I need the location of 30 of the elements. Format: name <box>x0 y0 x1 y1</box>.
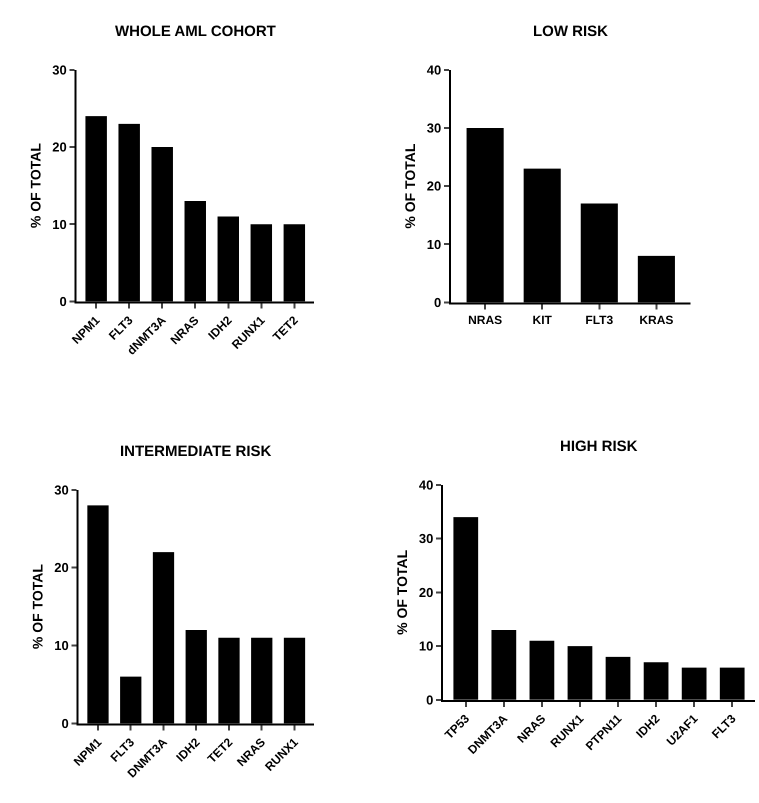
y-tick-label: 10 <box>418 638 434 654</box>
y-axis-title: % OF TOTAL <box>29 564 46 650</box>
chart-title: WHOLE AML COHORT <box>115 23 276 40</box>
y-tick-label: 10 <box>52 216 67 232</box>
y-tick-label: 20 <box>52 140 67 155</box>
y-tick-label: 0 <box>62 716 69 731</box>
y-tick-label: 30 <box>426 120 442 136</box>
x-tick-label: KIT <box>532 312 553 327</box>
y-tick-label: 0 <box>434 294 442 310</box>
x-tick-label: KRAS <box>639 312 674 327</box>
y-tick-label: 40 <box>418 477 434 492</box>
y-tick-label: 20 <box>54 560 69 576</box>
y-tick-label: 30 <box>418 531 434 546</box>
chart-title: INTERMEDIATE RISK <box>120 443 272 460</box>
y-tick-label: 0 <box>60 294 67 309</box>
chart-title: LOW RISK <box>533 23 608 40</box>
y-tick-label: 30 <box>52 62 67 78</box>
y-tick-label: 10 <box>426 236 442 252</box>
y-tick-label: 40 <box>426 62 442 78</box>
y-tick-label: 20 <box>418 584 434 600</box>
y-tick-label: 10 <box>54 638 69 654</box>
y-axis-title: % OF TOTAL <box>27 142 44 228</box>
y-axis-title: % OF TOTAL <box>402 143 418 229</box>
y-axis-title: % OF TOTAL <box>394 549 410 635</box>
y-tick-label: 20 <box>426 178 442 194</box>
x-tick-label: FLT3 <box>585 312 614 327</box>
x-tick-label: NRAS <box>468 312 502 327</box>
chart-title: HIGH RISK <box>560 438 638 455</box>
y-tick-label: 30 <box>54 482 69 498</box>
y-tick-label: 0 <box>426 692 434 708</box>
